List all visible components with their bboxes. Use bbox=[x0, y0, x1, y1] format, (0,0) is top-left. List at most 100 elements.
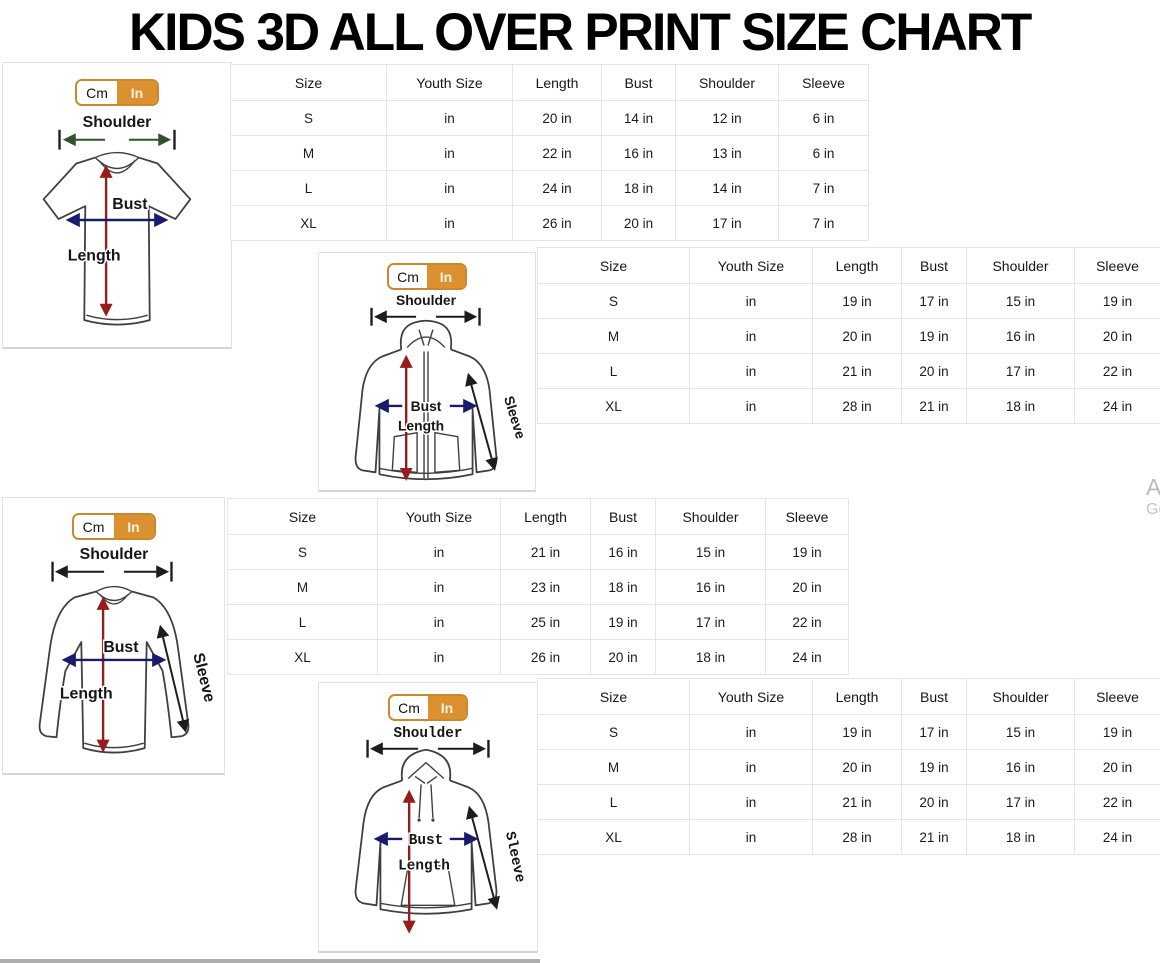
table-cell: 16 in bbox=[655, 569, 766, 605]
table-cell: 15 in bbox=[966, 714, 1075, 750]
table-cell: 21 in bbox=[901, 388, 967, 424]
column-header-sleeve: Sleeve bbox=[1074, 678, 1160, 715]
table-cell: L bbox=[230, 170, 387, 206]
table-cell: 22 in bbox=[1074, 784, 1160, 820]
column-header-bust: Bust bbox=[901, 678, 967, 715]
table-cell: 22 in bbox=[765, 604, 849, 640]
table-cell: 20 in bbox=[765, 569, 849, 605]
shoulder-label: Shoulder bbox=[80, 546, 149, 563]
table-cell: M bbox=[230, 135, 387, 171]
cm-button[interactable]: Cm bbox=[73, 515, 114, 538]
tshirt-size-table: Size Youth Size Length Bust Shoulder Sle… bbox=[230, 64, 869, 241]
table-cell: in bbox=[689, 749, 813, 785]
table-cell: in bbox=[377, 639, 501, 675]
table-cell: 15 in bbox=[655, 534, 766, 570]
table-cell: 19 in bbox=[590, 604, 656, 640]
tshirt-diagram-panel: Cm In Shoulder Bust Length bbox=[2, 62, 232, 349]
in-button[interactable]: In bbox=[428, 696, 466, 719]
table-cell: in bbox=[386, 170, 513, 206]
table-cell: L bbox=[227, 604, 378, 640]
table-cell: 18 in bbox=[655, 639, 766, 675]
table-cell: in bbox=[377, 604, 501, 640]
bottom-edge-strip bbox=[0, 959, 540, 963]
length-label: Length bbox=[398, 418, 444, 434]
table-cell: 24 in bbox=[1074, 819, 1160, 855]
unit-toggle: Cm In bbox=[71, 513, 156, 540]
table-cell: 24 in bbox=[1074, 388, 1160, 424]
column-header-bust: Bust bbox=[601, 64, 676, 101]
in-button[interactable]: In bbox=[113, 515, 154, 538]
table-cell: 16 in bbox=[966, 749, 1075, 785]
column-header-youth-size: Youth Size bbox=[386, 64, 513, 101]
table-cell: 28 in bbox=[812, 819, 902, 855]
table-cell: 15 in bbox=[966, 283, 1075, 319]
table-cell: M bbox=[227, 569, 378, 605]
long-sleeve-measurement-diagram: Shoulder Bust Length Sleeve bbox=[38, 546, 218, 754]
table-cell: in bbox=[689, 283, 813, 319]
table-cell: 19 in bbox=[1074, 283, 1160, 319]
bust-label: Bust bbox=[103, 639, 139, 656]
column-header-shoulder: Shoulder bbox=[655, 498, 766, 535]
table-cell: XL bbox=[227, 639, 378, 675]
table-cell: in bbox=[689, 388, 813, 424]
table-cell: 21 in bbox=[812, 784, 902, 820]
column-header-length: Length bbox=[500, 498, 591, 535]
column-header-shoulder: Shoulder bbox=[966, 247, 1075, 284]
watermark-fragment: Go bbox=[1146, 501, 1160, 518]
table-cell: 17 in bbox=[655, 604, 766, 640]
column-header-shoulder: Shoulder bbox=[675, 64, 779, 101]
length-label: Length bbox=[60, 686, 113, 703]
table-cell: XL bbox=[537, 388, 690, 424]
in-button[interactable]: In bbox=[117, 81, 157, 104]
table-cell: 25 in bbox=[500, 604, 591, 640]
cm-button[interactable]: Cm bbox=[389, 265, 427, 288]
table-cell: 24 in bbox=[765, 639, 849, 675]
table-cell: 20 in bbox=[1074, 749, 1160, 785]
table-row: XL in 26 in 20 in 17 in 7 in bbox=[230, 205, 869, 241]
table-cell: 12 in bbox=[675, 100, 779, 136]
header-row: Size Youth Size Length Bust Shoulder Sle… bbox=[227, 498, 849, 535]
table-cell: 20 in bbox=[601, 205, 676, 241]
shoulder-label: Shoulder bbox=[394, 726, 463, 742]
table-cell: 17 in bbox=[966, 353, 1075, 389]
table-cell: 18 in bbox=[601, 170, 676, 206]
table-cell: in bbox=[386, 205, 513, 241]
column-header-sleeve: Sleeve bbox=[765, 498, 849, 535]
table-cell: 16 in bbox=[601, 135, 676, 171]
sleeve-label: Sleeve bbox=[501, 830, 527, 884]
tshirt-measurement-diagram: Shoulder Bust Length bbox=[42, 114, 192, 326]
cm-button[interactable]: Cm bbox=[77, 81, 117, 104]
table-cell: 14 in bbox=[601, 100, 676, 136]
column-header-youth-size: Youth Size bbox=[689, 247, 813, 284]
table-cell: 19 in bbox=[812, 714, 902, 750]
unit-toggle: Cm In bbox=[388, 694, 468, 721]
table-cell: 7 in bbox=[778, 205, 869, 241]
length-label: Length bbox=[68, 248, 121, 265]
table-cell: in bbox=[377, 534, 501, 570]
table-cell: L bbox=[537, 784, 690, 820]
table-cell: 23 in bbox=[500, 569, 591, 605]
column-header-size: Size bbox=[537, 247, 690, 284]
table-cell: 18 in bbox=[966, 819, 1075, 855]
table-cell: 20 in bbox=[512, 100, 602, 136]
table-cell: 16 in bbox=[590, 534, 656, 570]
table-cell: 17 in bbox=[901, 714, 967, 750]
cm-button[interactable]: Cm bbox=[390, 696, 428, 719]
table-cell: M bbox=[537, 318, 690, 354]
column-header-size: Size bbox=[537, 678, 690, 715]
shoulder-label: Shoulder bbox=[396, 292, 457, 308]
table-cell: XL bbox=[537, 819, 690, 855]
table-cell: 24 in bbox=[512, 170, 602, 206]
hoodie-size-table: Size Youth Size Length Bust Shoulder Sle… bbox=[537, 678, 1160, 855]
table-cell: 6 in bbox=[778, 135, 869, 171]
in-button[interactable]: In bbox=[427, 265, 465, 288]
table-cell: 14 in bbox=[675, 170, 779, 206]
